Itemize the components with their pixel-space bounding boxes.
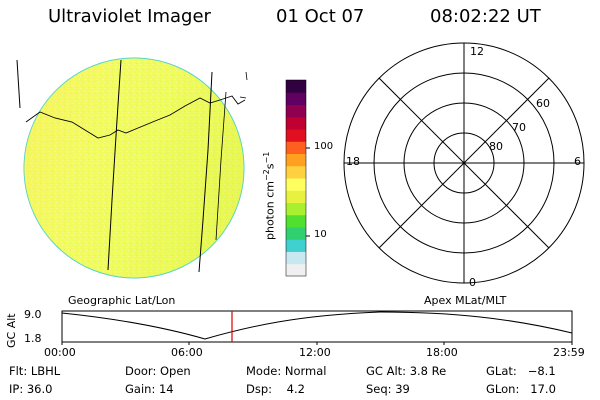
colorbar-band — [286, 92, 306, 105]
colorbar-band — [286, 263, 306, 277]
colorbar-band — [286, 104, 306, 118]
status-gain: Gain: 14 — [125, 382, 174, 396]
colorbar-band — [286, 190, 306, 203]
status-filter: Flt: LBHL — [9, 364, 61, 378]
colorbar-band — [286, 141, 306, 154]
mlat-label-60: 60 — [536, 97, 550, 110]
mlat-label-80: 80 — [489, 140, 503, 153]
time-tick-2359: 23:59 — [553, 346, 585, 359]
status-glon: GLon: 17.0 — [486, 382, 556, 396]
time-tick-1800: 18:00 — [426, 346, 458, 359]
altitude-curve — [61, 311, 573, 340]
mlt-label-18: 18 — [346, 155, 360, 168]
meridian-line — [107, 59, 122, 271]
time-tick-0600: 06:00 — [171, 346, 203, 359]
altitude-y-tick-min: 1.8 — [24, 332, 42, 345]
altitude-plot-frame — [61, 310, 573, 343]
mlt-label-12: 12 — [470, 45, 484, 58]
polar-plot-label: Apex MLat/MLT — [424, 294, 507, 307]
status-glat: GLat: −8.1 — [486, 364, 556, 378]
coastline — [25, 95, 246, 139]
status-gc-alt: GC Alt: 3.8 Re — [366, 364, 447, 378]
time-tick-0000: 00:00 — [44, 346, 76, 359]
colorbar-band — [286, 116, 306, 130]
colorbar-band — [286, 80, 306, 93]
time-display: 08:02:22 UT — [430, 6, 541, 27]
altitude-y-tick-max: 9.0 — [24, 308, 42, 321]
status-dsp: Dsp: 4.2 — [246, 382, 305, 396]
status-mode: Mode: Normal — [246, 364, 327, 378]
colorbar-tick-100: 100 — [314, 141, 334, 152]
meridian-line — [215, 91, 227, 241]
status-seq: Seq: 39 — [366, 382, 410, 396]
colorbar-unit-label: photon cm−2s−1 — [262, 151, 277, 240]
mlat-label-70: 70 — [512, 121, 526, 134]
instrument-title: Ultraviolet Imager — [48, 6, 211, 27]
date-display: 01 Oct 07 — [276, 6, 365, 27]
colorbar-frame — [285, 79, 307, 277]
colorbar-band — [286, 251, 306, 265]
colorbar-band — [286, 165, 306, 179]
time-tick-1200: 12:00 — [299, 346, 331, 359]
colorbar — [285, 79, 307, 277]
colorbar-band — [286, 202, 306, 216]
geo-map-label: Geographic Lat/Lon — [68, 294, 176, 307]
colorbar-band — [286, 153, 306, 167]
meridian-line — [198, 71, 213, 273]
colorbar-band — [286, 129, 306, 142]
altitude-plot — [61, 310, 573, 345]
status-door: Door: Open — [125, 364, 191, 378]
geo-earth-image — [16, 57, 248, 279]
colorbar-band — [286, 214, 306, 228]
mlt-label-0: 0 — [469, 276, 476, 289]
colorbar-tick-10: 10 — [314, 229, 327, 240]
colorbar-band — [286, 227, 306, 240]
mlt-label-6: 6 — [574, 155, 581, 168]
colorbar-band — [286, 239, 306, 252]
polar-mlat-mlt-plot — [343, 42, 585, 284]
colorbar-band — [286, 178, 306, 191]
status-ip: IP: 36.0 — [9, 382, 53, 396]
altitude-axis-title: GC Alt — [5, 313, 18, 348]
